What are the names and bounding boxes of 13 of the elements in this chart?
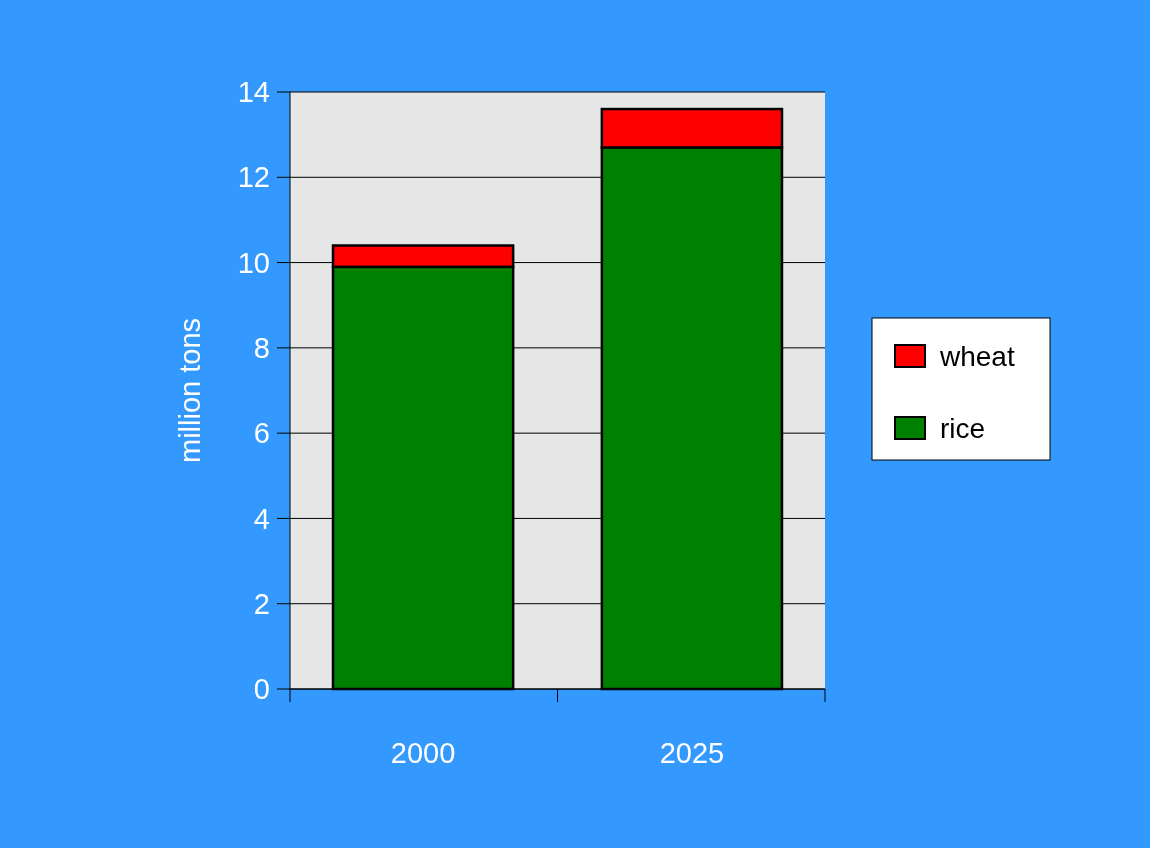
y-tick-label: 14 [237,76,270,109]
legend-label: wheat [939,340,1015,372]
y-tick-label: 4 [253,502,270,535]
y-axis-title: million tons [174,317,206,464]
y-tick-label: 6 [253,417,270,450]
y-tick-label: 12 [237,161,270,194]
y-tick-label: 2 [253,587,270,620]
x-tick-label: 2025 [659,737,725,769]
y-tick-label: 10 [237,246,270,279]
legend-label: rice [940,412,986,444]
y-tick-label: 0 [253,673,270,706]
x-tick-label: 2000 [390,737,456,769]
y-tick-label: 8 [253,332,270,365]
